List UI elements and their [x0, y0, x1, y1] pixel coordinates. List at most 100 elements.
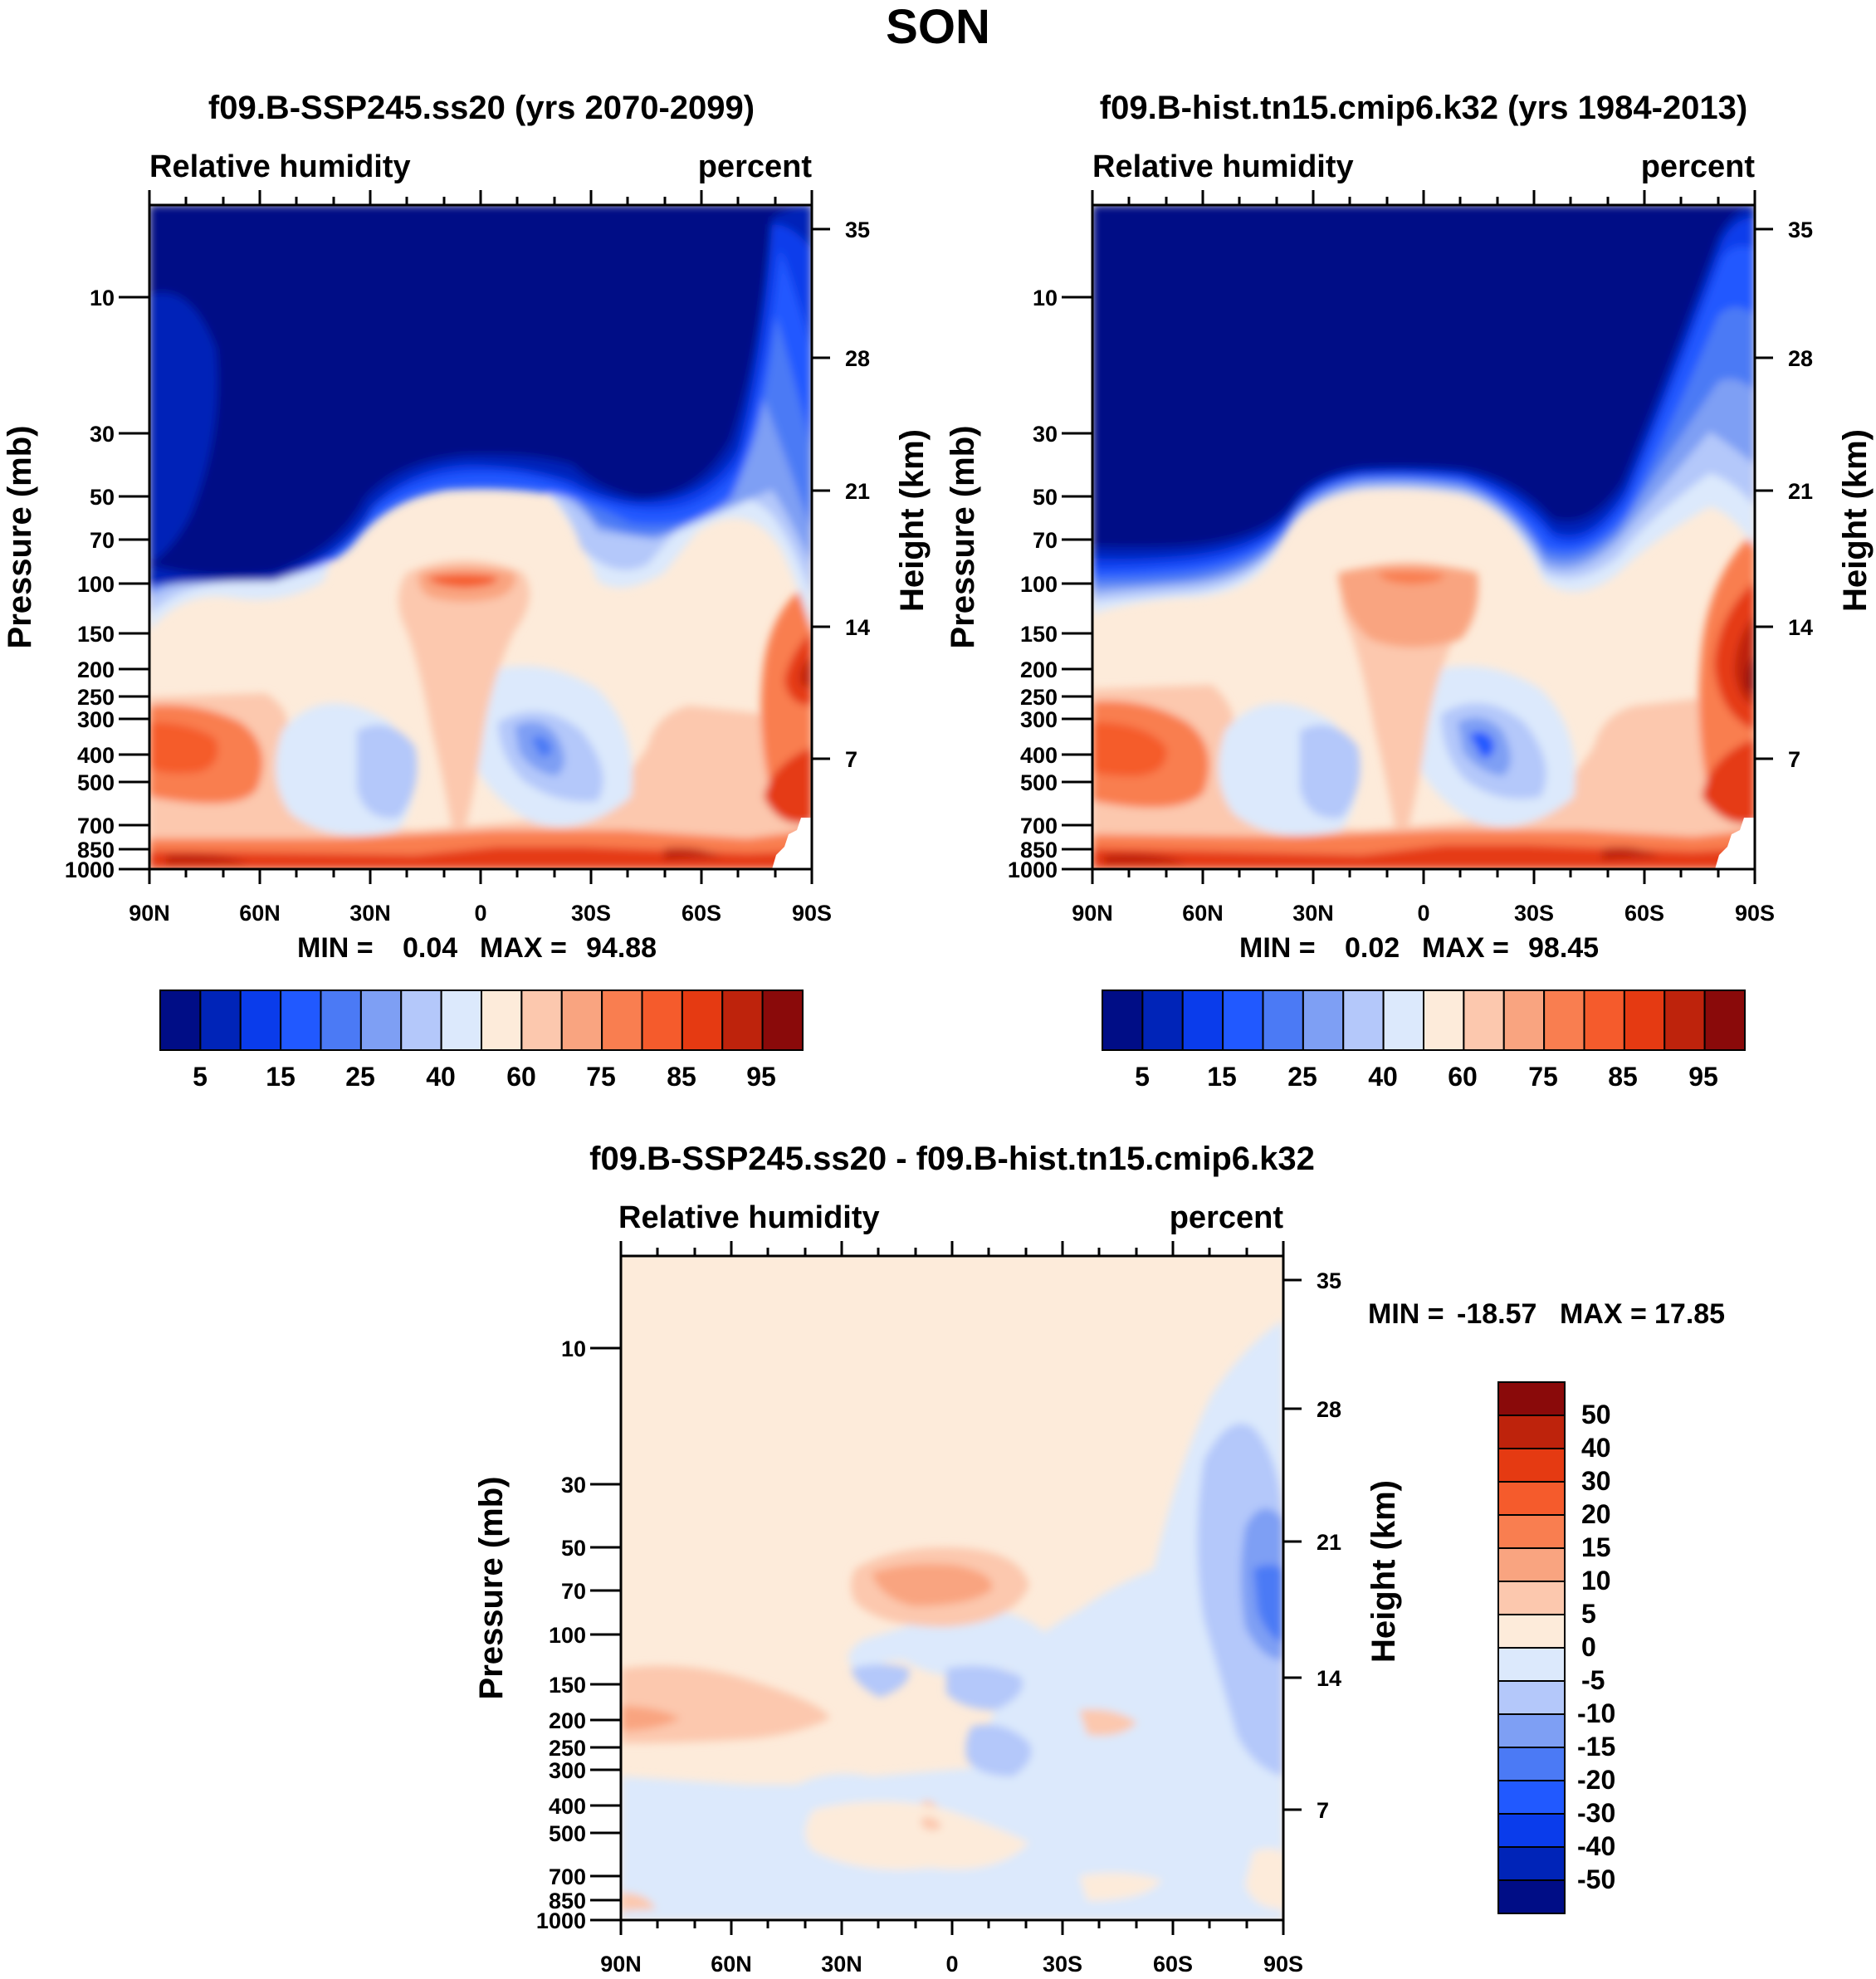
colorbar-swatch [1303, 990, 1343, 1050]
colorbar-swatch [763, 990, 803, 1050]
colorbar-swatch [1544, 990, 1584, 1050]
colorbar-swatch [1585, 990, 1624, 1050]
panel-title: f09.B-SSP245.ss20 (yrs 2070-2099) [208, 90, 755, 126]
min-label: MIN = [1368, 1298, 1444, 1330]
x-tick-label: 30S [1514, 901, 1554, 926]
y-tick-label: 400 [549, 1794, 586, 1819]
y2-tick-label: 28 [845, 346, 870, 371]
y-axis-title: Pressure (mb) [473, 1477, 510, 1700]
y-tick-label: 250 [1020, 685, 1058, 710]
x-tick-label: 30N [349, 901, 391, 926]
y-tick-label: 10 [1033, 286, 1058, 310]
colorbar [160, 990, 803, 1050]
y2-tick-label: 14 [845, 615, 870, 640]
min-max-readout: MIN = 0.04 MAX = 94.88 [297, 932, 657, 964]
y-axis: 10 30 50 70 100 150 200 250 300 400 500 … [1008, 286, 1058, 882]
y-tick-label: 700 [1020, 814, 1058, 838]
colorbar-swatch [1498, 1449, 1565, 1482]
min-max-readout: MIN = 0.02 MAX = 98.45 [1239, 932, 1599, 964]
colorbar-swatch [682, 990, 722, 1050]
x-tick-label: 30S [571, 901, 611, 926]
y-tick-label: 1000 [1008, 858, 1058, 882]
colorbar-swatch [1424, 990, 1463, 1050]
colorbar-swatch [481, 990, 521, 1050]
x-tick-label: 60N [239, 901, 281, 926]
y-tick-label: 200 [549, 1708, 586, 1733]
y2-tick-label: 35 [1788, 217, 1813, 242]
y2-axis: 35 28 21 14 7 [1788, 217, 1813, 772]
contour-field [149, 205, 812, 869]
colorbar-swatch [1183, 990, 1223, 1050]
colorbar-label: 60 [506, 1062, 536, 1092]
colorbar-swatch [602, 990, 642, 1050]
y2-tick-label: 21 [845, 479, 870, 504]
y-tick-label: 300 [549, 1758, 586, 1783]
variable-label: Relative humidity [149, 149, 411, 184]
min-value: 0.04 [403, 932, 457, 964]
colorbar-label: -10 [1577, 1698, 1615, 1728]
colorbar-label: 15 [1581, 1532, 1611, 1562]
colorbar-swatch [1498, 1515, 1565, 1548]
y-tick-label: 400 [77, 743, 115, 768]
colorbar-swatch [160, 990, 200, 1050]
y2-tick-label: 28 [1788, 346, 1813, 371]
figure: SON f09.B-SSP245.ss20 (yrs 2070-2099) Re… [0, 0, 1876, 1979]
y-tick-label: 500 [549, 1821, 586, 1846]
x-tick-label: 60S [682, 901, 721, 926]
max-label: MAX = [1422, 932, 1509, 964]
x-axis: 90N 60N 30N 0 30S 60S 90S [129, 901, 832, 926]
y-tick-label: 200 [1020, 657, 1058, 682]
colorbar-swatch [521, 990, 561, 1050]
y-tick-label: 10 [90, 286, 115, 310]
colorbar-swatch [321, 990, 361, 1050]
y-tick-label: 300 [1020, 707, 1058, 732]
x-axis: 90N 60N 30N 0 30S 60S 90S [1072, 901, 1775, 926]
y2-tick-label: 14 [1788, 615, 1813, 640]
y-tick-label: 1000 [536, 1908, 586, 1933]
colorbar-label: 85 [1608, 1062, 1638, 1092]
x-tick-label: 90N [600, 1952, 642, 1977]
min-label: MIN = [297, 932, 374, 964]
y-tick-label: 70 [90, 528, 115, 553]
colorbar-label: 20 [1581, 1499, 1611, 1529]
x-tick-label: 60N [1182, 901, 1224, 926]
panel-title: f09.B-hist.tn15.cmip6.k32 (yrs 1984-2013… [1100, 90, 1747, 126]
colorbar-label: 60 [1448, 1062, 1478, 1092]
colorbar-swatch [1498, 1615, 1565, 1648]
colorbar-swatch [1384, 990, 1424, 1050]
x-tick-label: 0 [474, 901, 486, 926]
figure-title: SON [886, 0, 990, 54]
y-tick-label: 100 [77, 572, 115, 597]
colorbar-label: -40 [1577, 1831, 1615, 1861]
colorbar-label: 40 [426, 1062, 456, 1092]
colorbar-swatch [1498, 1648, 1565, 1681]
y-tick-label: 200 [77, 657, 115, 682]
y-tick-label: 400 [1020, 743, 1058, 768]
colorbar-label: 85 [667, 1062, 696, 1092]
y-tick-label: 70 [561, 1579, 586, 1604]
x-tick-label: 60S [1153, 1952, 1193, 1977]
y2-tick-label: 14 [1317, 1666, 1341, 1691]
min-value: 0.02 [1345, 932, 1400, 964]
colorbar-swatch [1498, 1548, 1565, 1581]
colorbar-label: 40 [1368, 1062, 1398, 1092]
colorbar [1498, 1382, 1565, 1913]
colorbar-swatch [241, 990, 281, 1050]
panel-difference: f09.B-SSP245.ss20 - f09.B-hist.tn15.cmip… [473, 1141, 1725, 1977]
colorbar-label: 95 [746, 1062, 776, 1092]
y2-tick-label: 35 [845, 217, 870, 242]
y-tick-label: 30 [561, 1473, 586, 1498]
colorbar-swatch [1498, 1781, 1565, 1814]
y-tick-label: 100 [549, 1623, 586, 1648]
colorbar-label: 5 [1135, 1062, 1150, 1092]
x-tick-label: 60S [1624, 901, 1664, 926]
contour-field [1092, 205, 1755, 869]
colorbar-label: 75 [586, 1062, 616, 1092]
colorbar-labels: 5 15 25 40 60 75 85 95 [1135, 1062, 1718, 1092]
colorbar-swatch [1498, 1747, 1565, 1781]
colorbar-label: 15 [266, 1062, 296, 1092]
y-tick-label: 300 [77, 707, 115, 732]
y2-axis-title: Height (km) [1365, 1480, 1402, 1663]
colorbar-swatch [361, 990, 401, 1050]
y-tick-label: 50 [90, 485, 115, 510]
